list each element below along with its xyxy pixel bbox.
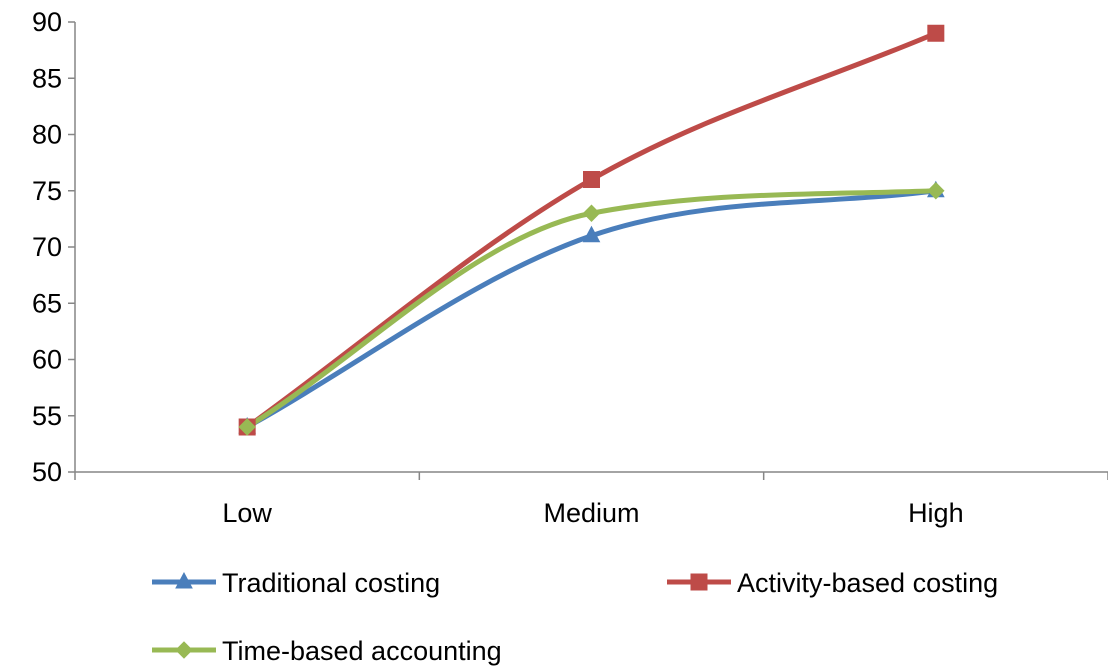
legend: Traditional costing Activity-based costin… [152,568,998,666]
y-tick-label: 55 [32,401,62,431]
y-tick-label: 75 [32,176,62,206]
legend-item: Time-based accounting [152,636,502,666]
legend-label: Time-based accounting [222,636,502,666]
y-tick-label: 80 [32,120,62,150]
legend-swatch-triangle-icon [175,571,193,589]
series-markers [238,24,945,436]
x-tick-label: High [908,498,964,528]
data-point-square [927,24,945,42]
data-point-square [583,171,600,188]
legend-item: Activity-based costing [667,568,998,598]
y-tick-label: 70 [32,232,62,262]
x-tick-label: Low [222,498,272,528]
legend-swatch-diamond-icon [175,641,193,659]
data-point-triangle [582,225,601,243]
axes: 50 55 60 65 70 75 80 85 90 Low Medium High [32,7,1108,528]
data-point-diamond [927,182,945,200]
x-tick-label: Medium [543,498,639,528]
y-tick-label: 85 [32,63,62,93]
y-tick-label: 50 [32,457,62,487]
y-tick-label: 60 [32,345,62,375]
data-point-diamond [582,204,601,222]
legend-swatch-square-icon [690,573,708,591]
y-tick-label: 65 [32,288,62,318]
legend-label: Traditional costing [222,568,440,598]
legend-label: Activity-based costing [737,568,998,598]
legend-item: Traditional costing [152,568,440,598]
data-point-diamond [238,418,256,436]
y-tick-label: 90 [32,7,62,37]
